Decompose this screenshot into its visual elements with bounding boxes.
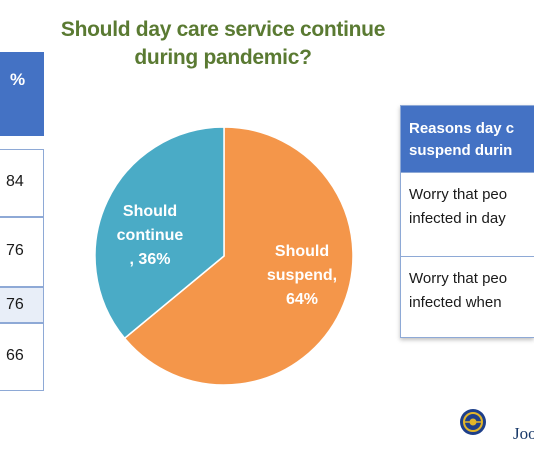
left-table-value: 76: [6, 296, 24, 313]
left-table-cell: 84: [0, 149, 44, 217]
left-table-header: %: [0, 52, 44, 136]
right-table-row-text: Worry that peo infected when: [409, 270, 508, 311]
right-table-header: Reasons day c suspend durin: [401, 106, 534, 172]
pie-slice-should-suspend: [123, 126, 354, 386]
logo-text: Joo: [513, 424, 534, 443]
left-table-cell: 76: [0, 287, 44, 323]
organization-logo-icon: [460, 409, 486, 435]
pie-slice-should-continue: [94, 126, 225, 340]
right-table-row: Worry that peo infected when: [401, 256, 534, 337]
pie-label-should-suspend: Should suspend, 64%: [267, 243, 337, 308]
left-table-value: 66: [6, 347, 24, 364]
chart-title: Should day care service continue during …: [38, 16, 408, 72]
right-table: Reasons day c suspend durin Worry that p…: [400, 105, 534, 338]
left-table-value: 84: [6, 173, 24, 190]
pie-chart: Should suspend, 64% Should continue, 36%: [94, 126, 354, 386]
right-table-header-label: Reasons day c suspend durin: [409, 120, 515, 159]
chart-title-text: Should day care service continue during …: [60, 18, 386, 69]
right-table-row: Worry that peo infected in day: [401, 172, 534, 256]
left-table-value: 76: [6, 242, 24, 259]
left-table-cell: 66: [0, 323, 44, 391]
right-table-row-text: Worry that peo infected in day: [409, 186, 508, 227]
left-table-cell: 76: [0, 217, 44, 287]
pie-label-should-continue: Should continue, 36%: [117, 203, 184, 268]
left-table-header-label: %: [10, 70, 26, 89]
